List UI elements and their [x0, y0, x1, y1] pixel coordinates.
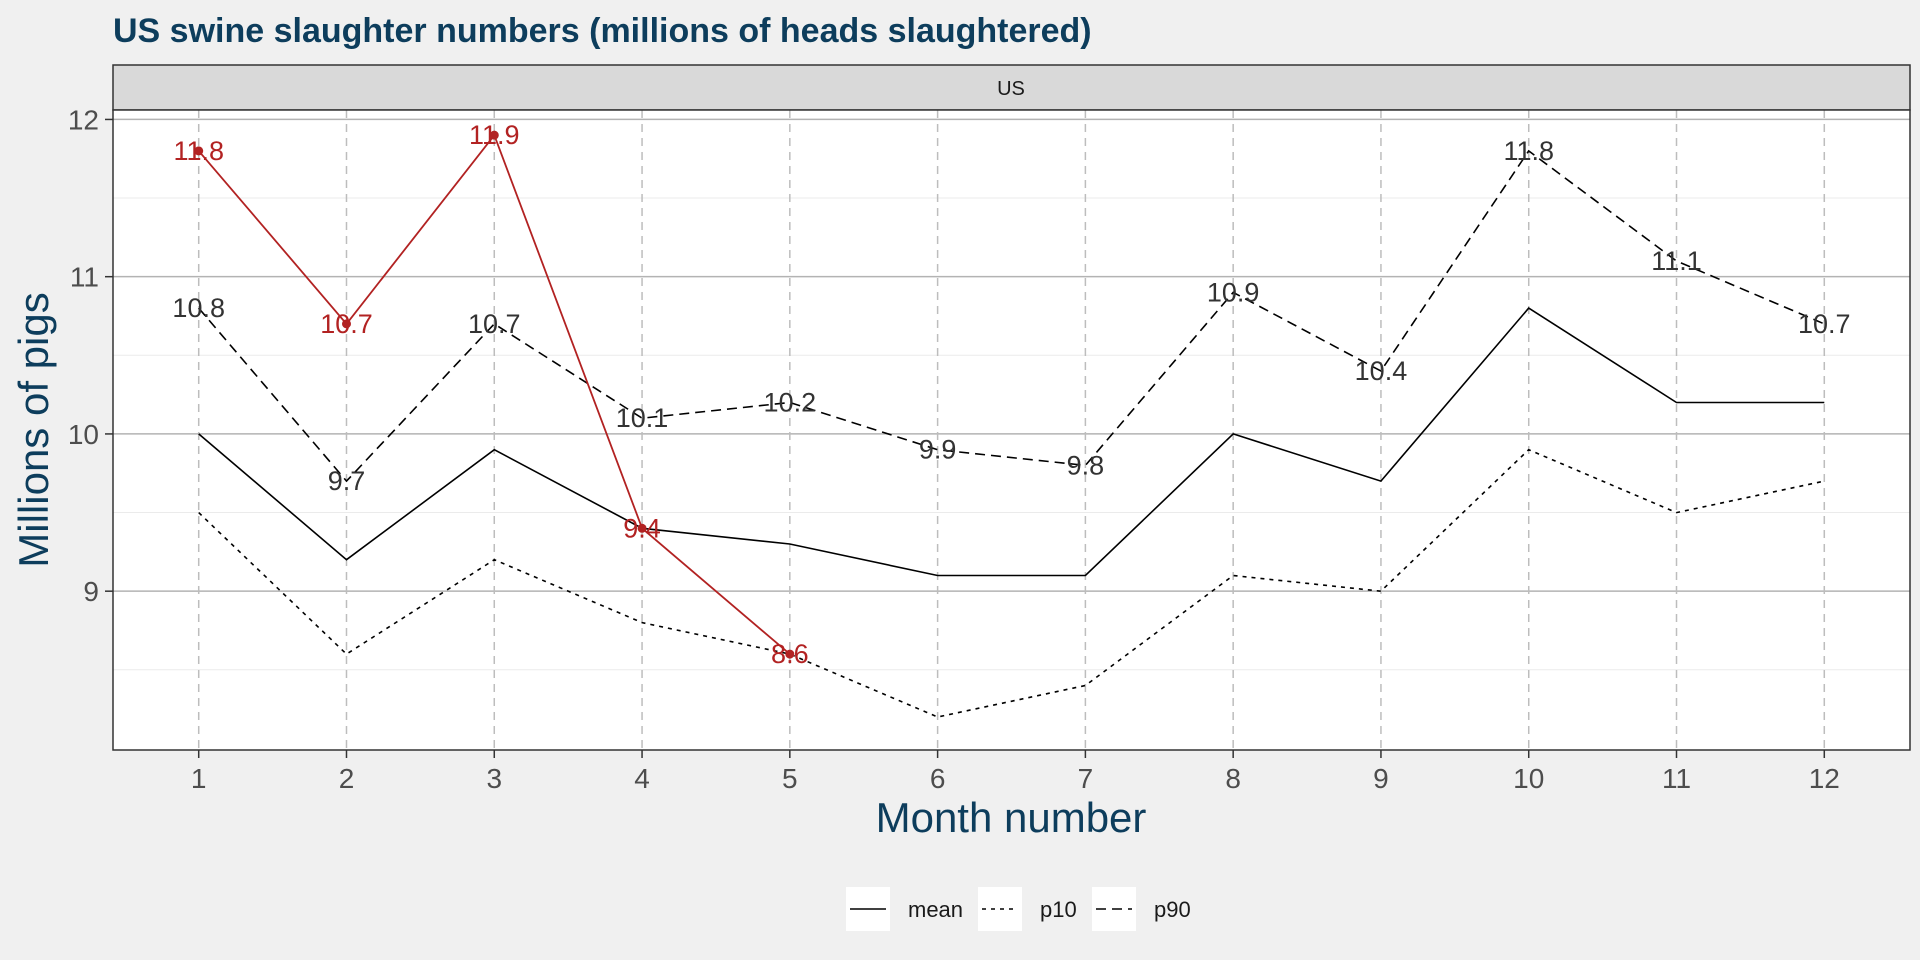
- data-label-p90: 9.9: [919, 435, 957, 465]
- legend: mean p10 p90: [846, 887, 1191, 931]
- legend-label-p10: p10: [1040, 897, 1077, 922]
- x-tick-label: 3: [486, 763, 502, 794]
- series-line-p10: [198, 448, 1825, 718]
- chart-title: US swine slaughter numbers (millions of …: [113, 12, 1092, 50]
- legend-label-mean: mean: [908, 897, 963, 922]
- series-layer: [194, 130, 1825, 718]
- y-axis: 9 10 11 12: [68, 104, 113, 607]
- data-labels: 10.8 9.7 10.7 10.1 10.2 9.9 9.8 10.9 10.4 11.8 11.…: [172, 120, 1850, 669]
- data-label-current: 8.6: [771, 639, 809, 669]
- x-tick-label: 9: [1373, 763, 1389, 794]
- current-year-point: [341, 319, 351, 329]
- plot-border: [112, 109, 1911, 751]
- current-year-point: [194, 146, 204, 156]
- y-tick-label: 12: [68, 104, 99, 135]
- x-tick-label: 5: [782, 763, 798, 794]
- data-label-p90: 10.1: [616, 403, 669, 433]
- x-tick-label: 12: [1809, 763, 1840, 794]
- data-label-current: 11.9: [469, 120, 520, 150]
- data-label-p90: 10.7: [1798, 309, 1851, 339]
- x-tick-label: 6: [930, 763, 946, 794]
- data-label-current: 10.7: [320, 309, 373, 339]
- data-label-p90: 10.4: [1355, 356, 1408, 386]
- x-tick-label: 7: [1078, 763, 1094, 794]
- data-label-p90: 11.1: [1651, 246, 1702, 276]
- data-label-p90: 9.8: [1067, 450, 1105, 480]
- grid: [113, 110, 1910, 750]
- x-tick-label: 4: [634, 763, 650, 794]
- x-axis: 1 2 3 4 5 6 7 8 9 10 11 12: [191, 750, 1840, 794]
- series-line-p90: [198, 149, 1825, 483]
- facet-strip: [112, 64, 1911, 111]
- plot-panel: [113, 110, 1910, 750]
- x-tick-label: 1: [191, 763, 207, 794]
- data-label-p90: 10.9: [1207, 277, 1260, 307]
- x-tick-label: 8: [1225, 763, 1241, 794]
- legend-label-p90: p90: [1154, 897, 1191, 922]
- current-year-point: [637, 523, 647, 533]
- y-tick-label: 11: [70, 262, 99, 293]
- data-label-p90: 10.2: [764, 387, 817, 417]
- data-label-p90: 10.8: [172, 293, 225, 323]
- data-label-current: 9.4: [623, 513, 661, 543]
- series-line-mean: [198, 307, 1825, 577]
- current-year-point: [785, 649, 795, 659]
- x-axis-title: Month number: [876, 794, 1147, 841]
- x-tick-label: 10: [1513, 763, 1544, 794]
- y-axis-title: Millions of pigs: [10, 292, 57, 567]
- x-tick-label: 2: [339, 763, 355, 794]
- current-year-point: [489, 130, 499, 140]
- y-tick-label: 9: [83, 576, 99, 607]
- data-label-p90: 9.7: [328, 466, 366, 496]
- facet-strip-label: US: [997, 78, 1025, 100]
- data-label-p90: 11.8: [1503, 136, 1554, 166]
- x-tick-label: 11: [1662, 763, 1691, 794]
- y-tick-label: 10: [68, 419, 99, 450]
- data-label-current: 11.8: [173, 136, 224, 166]
- data-label-p90: 10.7: [468, 309, 521, 339]
